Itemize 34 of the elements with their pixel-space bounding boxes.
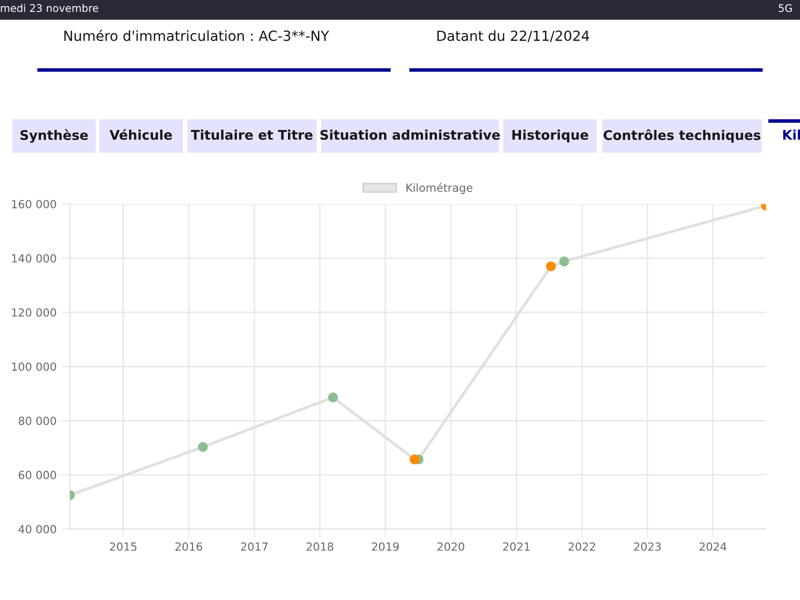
point	[546, 261, 556, 272]
text: Synthèse	[20, 129, 88, 143]
text: Contrôles techniques	[604, 129, 760, 143]
text: Situation administrative	[320, 130, 500, 140]
y-tick-label: 100 000	[12, 362, 56, 371]
x-tick-label: 2021	[503, 542, 530, 551]
text: Titulaire et Titre	[190, 130, 313, 140]
x-tick-label: 2019	[372, 542, 399, 551]
x-tick-label: 2024	[700, 542, 726, 551]
point	[559, 256, 570, 266]
text: Numéro d'immatriculation : AC-3**-NY	[64, 30, 330, 42]
x-tick-label: 2017	[241, 542, 268, 551]
y-tick-label: 140 000	[12, 254, 56, 263]
x-tick-label: 2016	[175, 542, 202, 551]
text: Kil	[783, 130, 800, 140]
y-tick-label: 160 000	[12, 200, 56, 208]
point	[410, 454, 420, 464]
x-tick-label: 2022	[568, 542, 595, 551]
y-tick-label: 60 000	[18, 470, 56, 480]
text: Historique	[512, 130, 588, 142]
x-tick-label: 2015	[110, 542, 136, 551]
text: 5G	[778, 4, 792, 12]
y-tick-label: 80 000	[18, 416, 56, 426]
point	[198, 442, 208, 452]
text: Véhicule	[110, 129, 172, 140]
y-tick-label: 120 000	[12, 308, 56, 317]
legend-label: Kilométrage	[406, 182, 472, 194]
x-tick-label: 2018	[306, 542, 334, 551]
x-tick-label: 2020	[438, 542, 464, 551]
y-tick-label: 40 000	[18, 524, 56, 534]
point	[328, 392, 338, 402]
x-tick-label: 2023	[634, 542, 661, 551]
text: Datant du 22/11/2024	[437, 30, 590, 42]
text: medi 23 novembre	[0, 4, 98, 12]
